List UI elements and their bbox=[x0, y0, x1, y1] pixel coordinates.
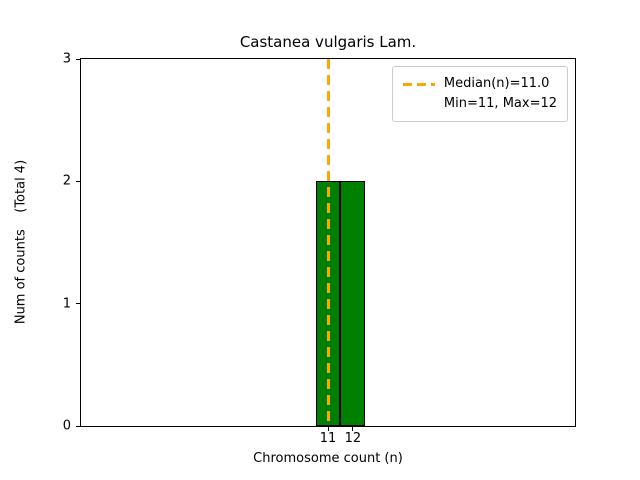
legend-row-median: Median(n)=11.0 bbox=[402, 74, 557, 94]
y-tick-mark-0 bbox=[76, 425, 80, 427]
x-tick-mark-11 bbox=[327, 427, 329, 431]
y-tick-mark-3 bbox=[76, 58, 80, 60]
y-tick-label-2: 2 bbox=[62, 173, 71, 189]
x-axis-label: Chromosome count (n) bbox=[253, 451, 403, 466]
median-dashed-line-icon bbox=[402, 82, 435, 86]
y-tick-label-1: 1 bbox=[62, 296, 71, 312]
x-tick-label-12: 12 bbox=[344, 431, 362, 446]
bar-n12 bbox=[340, 181, 366, 426]
legend-median-label: Median(n)=11.0 bbox=[443, 76, 550, 91]
legend-minmax-label: Min=11, Max=12 bbox=[443, 96, 557, 111]
y-tick-label-3: 3 bbox=[62, 51, 71, 67]
y-tick-label-0: 0 bbox=[62, 418, 71, 434]
legend-spacer bbox=[403, 103, 435, 106]
legend: Median(n)=11.0 Min=11, Max=12 bbox=[391, 66, 568, 122]
median-line bbox=[326, 59, 330, 426]
y-tick-mark-1 bbox=[76, 303, 80, 305]
y-tick-mark-2 bbox=[76, 180, 80, 182]
chart-title: Castanea vulgaris Lam. bbox=[239, 33, 417, 51]
x-tick-mark-12 bbox=[352, 427, 354, 431]
plot-area: Median(n)=11.0 Min=11, Max=12 bbox=[80, 58, 576, 427]
legend-row-minmax: Min=11, Max=12 bbox=[403, 94, 557, 114]
x-tick-label-11: 11 bbox=[319, 431, 337, 446]
